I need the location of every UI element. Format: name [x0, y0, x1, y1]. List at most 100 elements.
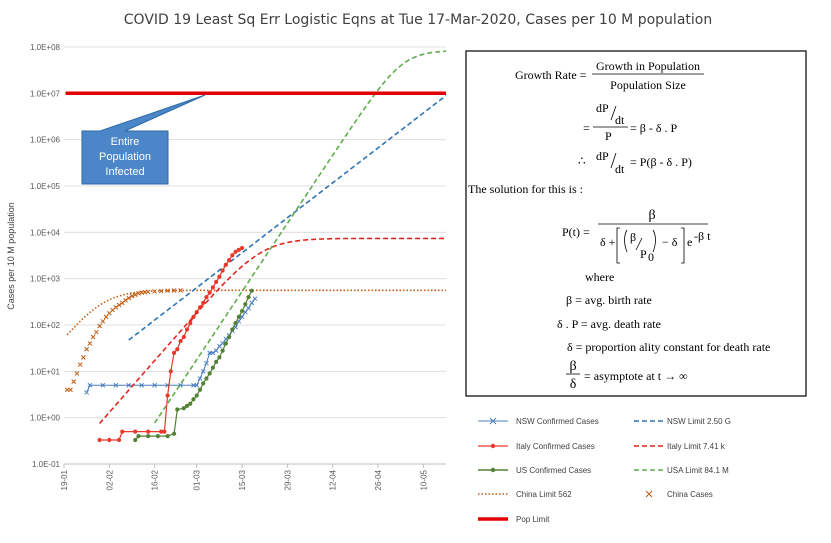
pt-inner-den: P [640, 247, 647, 261]
data-point-china-cases [126, 295, 132, 301]
data-point-china-cases [123, 298, 128, 303]
legend-item-us-confirmed: US Confirmed Cases [478, 466, 591, 475]
legend-item-nsw-confirmed: NSW Confirmed Cases [478, 417, 599, 426]
eq2-p: P [605, 129, 612, 143]
x-tick-label: 01-03 [193, 469, 202, 490]
data-point-nsw-confirmed-cases [100, 382, 106, 388]
data-point-italy-confirmed-cases [146, 429, 151, 434]
series-line-usa-limit-84-1-m [153, 50, 447, 424]
data-point-italy-confirmed-cases [239, 245, 245, 251]
data-point-china-cases [74, 371, 80, 376]
legend-marker-italy-confirmed [490, 443, 496, 449]
data-point-italy-confirmed-cases [207, 290, 212, 295]
pt-den-a: δ + [600, 235, 616, 249]
series-us-confirmed-cases [133, 288, 254, 443]
series-usa-limit-84-1-m [153, 50, 447, 424]
pt-exp-sup: -β t [694, 229, 711, 243]
data-point-italy-confirmed-cases [171, 350, 177, 355]
y-tick-label: 1.0E+06 [30, 136, 61, 145]
callout-box [81, 94, 206, 185]
pt-inner-slash [635, 237, 643, 251]
x-tick-labels: 19-01 02-02 16-02 01-03 15-03 29-03 12-04 26-04… [60, 469, 428, 490]
data-point-us-confirmed-cases [133, 437, 138, 443]
data-point-china-cases [81, 355, 86, 360]
pt-numerator: β [648, 208, 655, 223]
callout-line-1: Entire [111, 136, 140, 148]
legend-label-nsw-limit: NSW Limit 2.50 G [667, 417, 731, 426]
data-point-china-cases [84, 346, 90, 352]
data-point-us-confirmed-cases [171, 431, 177, 436]
data-point-china-cases [165, 288, 170, 294]
chart-title: COVID 19 Least Sq Err Logistic Eqns at T… [124, 12, 712, 28]
equation-panel: Growth Rate = Growth in Population Popul… [465, 50, 807, 397]
data-point-china-cases [178, 287, 183, 293]
series-italy-limit-7-41-k [98, 237, 446, 425]
data-point-nsw-confirmed-cases [126, 382, 132, 388]
data-point-china-cases [100, 318, 106, 324]
data-point-nsw-confirmed-cases [239, 314, 245, 320]
eq-def-2: δ . P = avg. death rate [557, 317, 661, 331]
pt-inner-den-sub: 0 [648, 250, 654, 264]
series-nsw-limit-2-50-g [128, 94, 447, 341]
x-tick-label: 29-03 [283, 469, 292, 490]
eq-where: where [585, 270, 614, 284]
y-axis-label: Cases per 10 M population [6, 202, 16, 310]
data-point-china-cases [90, 334, 96, 340]
eq-growth-denominator: Population Size [610, 78, 686, 92]
legend-item-china-limit: China Limit 562 [478, 490, 572, 499]
data-point-italy-confirmed-cases [233, 249, 238, 254]
series-layer [64, 50, 447, 443]
data-point-italy-confirmed-cases [107, 437, 112, 443]
data-point-china-cases [87, 341, 93, 346]
data-point-us-confirmed-cases [146, 434, 151, 439]
data-point-italy-confirmed-cases [204, 295, 209, 300]
eq3-dt: dt [615, 162, 625, 176]
legend-label-china-cases: China Cases [667, 490, 713, 499]
data-point-us-confirmed-cases [197, 387, 203, 392]
data-point-us-confirmed-cases [230, 327, 235, 332]
data-point-us-confirmed-cases [217, 355, 222, 360]
data-point-italy-confirmed-cases [97, 437, 102, 443]
data-point-china-cases [116, 302, 122, 308]
data-point-china-cases [97, 323, 102, 329]
legend-item-italy-confirmed: Italy Confirmed Cases [478, 442, 595, 451]
data-point-us-confirmed-cases [188, 401, 193, 406]
equation-border [465, 50, 807, 397]
gridlines [63, 46, 446, 468]
data-point-us-confirmed-cases [165, 434, 170, 439]
y-tick-label: 1.0E+02 [30, 321, 61, 330]
data-point-china-cases [129, 293, 135, 299]
legend-marker-china-cases [645, 490, 653, 498]
data-point-china-cases [119, 300, 125, 306]
series-line-nsw-confirmed-cases [86, 298, 256, 393]
series-line-nsw-limit-2-50-g [128, 94, 447, 341]
legend-label-china-limit: China Limit 562 [516, 490, 572, 499]
data-point-us-confirmed-cases [181, 406, 186, 411]
data-point-nsw-confirmed-cases [252, 296, 258, 302]
eq3-dp: dP [596, 149, 609, 163]
eq-solution-text: The solution for this is : [468, 182, 583, 196]
data-point-us-confirmed-cases [239, 308, 245, 314]
x-tick-label: 12-04 [329, 469, 338, 490]
legend-label-us-confirmed: US Confirmed Cases [516, 466, 591, 475]
population-callout: Entire Population Infected [81, 94, 206, 185]
data-point-us-confirmed-cases [210, 365, 216, 370]
data-point-nsw-confirmed-cases [87, 382, 93, 388]
data-point-italy-confirmed-cases [188, 320, 193, 326]
data-point-nsw-confirmed-cases [197, 376, 203, 381]
y-tick-labels: 1.0E-01 1.0E+00 1.0E+01 1.0E+02 1.0E+03 1.0E+… [30, 43, 61, 469]
data-point-china-cases [77, 362, 83, 367]
data-point-italy-confirmed-cases [184, 327, 190, 332]
data-point-italy-confirmed-cases [220, 268, 225, 273]
data-point-us-confirmed-cases [175, 407, 180, 412]
y-tick-label: 1.0E-01 [32, 460, 61, 469]
eq2-dp: dP [596, 101, 609, 115]
pt-inner-num: β [630, 230, 636, 244]
data-point-china-cases [152, 289, 157, 294]
data-point-us-confirmed-cases [249, 288, 254, 293]
data-point-italy-confirmed-cases [178, 338, 183, 344]
callout-line-2: Population [99, 151, 151, 163]
eq-growth-numerator: Growth in Population [596, 59, 700, 73]
y-tick-label: 1.0E+08 [30, 43, 61, 52]
data-point-italy-confirmed-cases [133, 429, 138, 434]
